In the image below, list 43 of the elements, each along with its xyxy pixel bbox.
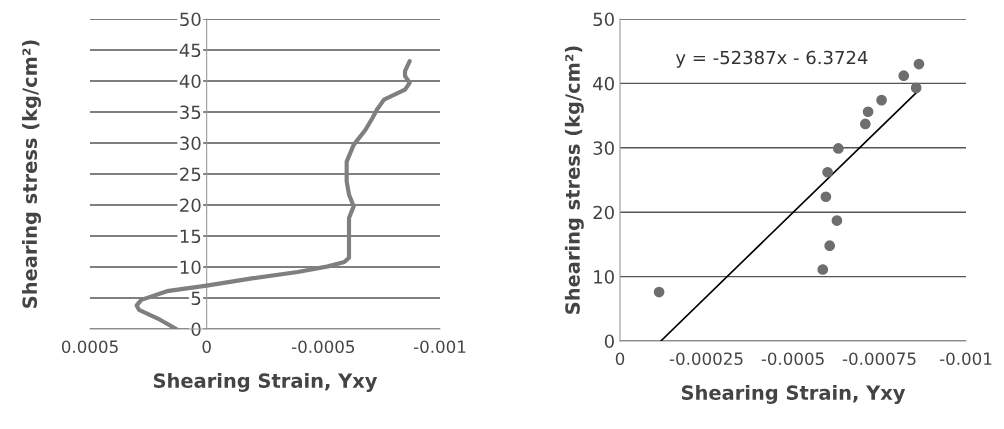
point [898,70,910,82]
point [832,143,844,154]
x-tick-label: -0.00075 [842,352,916,366]
y-tick-label: 35 [180,105,201,120]
annotation: y = -52387x - 6.3724 [675,50,868,68]
x-tick-label: 0 [615,352,625,366]
y-tick-label: 50 [593,12,614,27]
x-tick-label: -0.0005 [291,340,355,354]
x-tick-label: 0 [202,340,211,354]
point [876,94,887,106]
x-tick-label: -0.0005 [761,352,824,366]
y-tick-label: 10 [594,270,614,284]
x-axis-title: Shearing Strain, Υxy [681,384,906,404]
y-tick-label: 45 [179,43,201,58]
point [824,240,836,252]
point [653,286,665,298]
x-tick-label: 0.0005 [61,340,118,354]
point [820,191,832,203]
y-tick-label: 50 [180,12,201,27]
y-tick-label: 30 [593,141,614,155]
point [913,58,925,70]
y-tick-label: 30 [180,136,201,151]
y-tick-label: 10 [180,260,201,275]
y-tick-label: 20 [180,198,201,213]
y-tick-label: 0 [191,322,201,337]
y-tick-label: 5 [191,291,201,306]
point [817,264,829,275]
point [862,106,874,118]
x-tick-label: -0.00025 [669,352,743,366]
y-tick-label: 15 [180,229,201,244]
point [822,166,833,178]
y-tick-label: 40 [179,74,201,89]
y-tick-label: 25 [180,167,201,182]
point [910,82,922,94]
point [859,118,871,130]
x-axis-title: Shearing Strain, Υxy [153,372,378,392]
y-tick-label: 40 [593,76,614,91]
y-axis-title: Shearing stress (kg/cm²) [22,40,41,308]
y-tick-label: 20 [593,205,614,220]
y-axis-title: Shearing stress (kg/cm²) [564,46,584,314]
x-tick-label: -0.001 [939,352,992,366]
point [831,215,843,226]
x-tick-label: -0.001 [413,340,466,354]
